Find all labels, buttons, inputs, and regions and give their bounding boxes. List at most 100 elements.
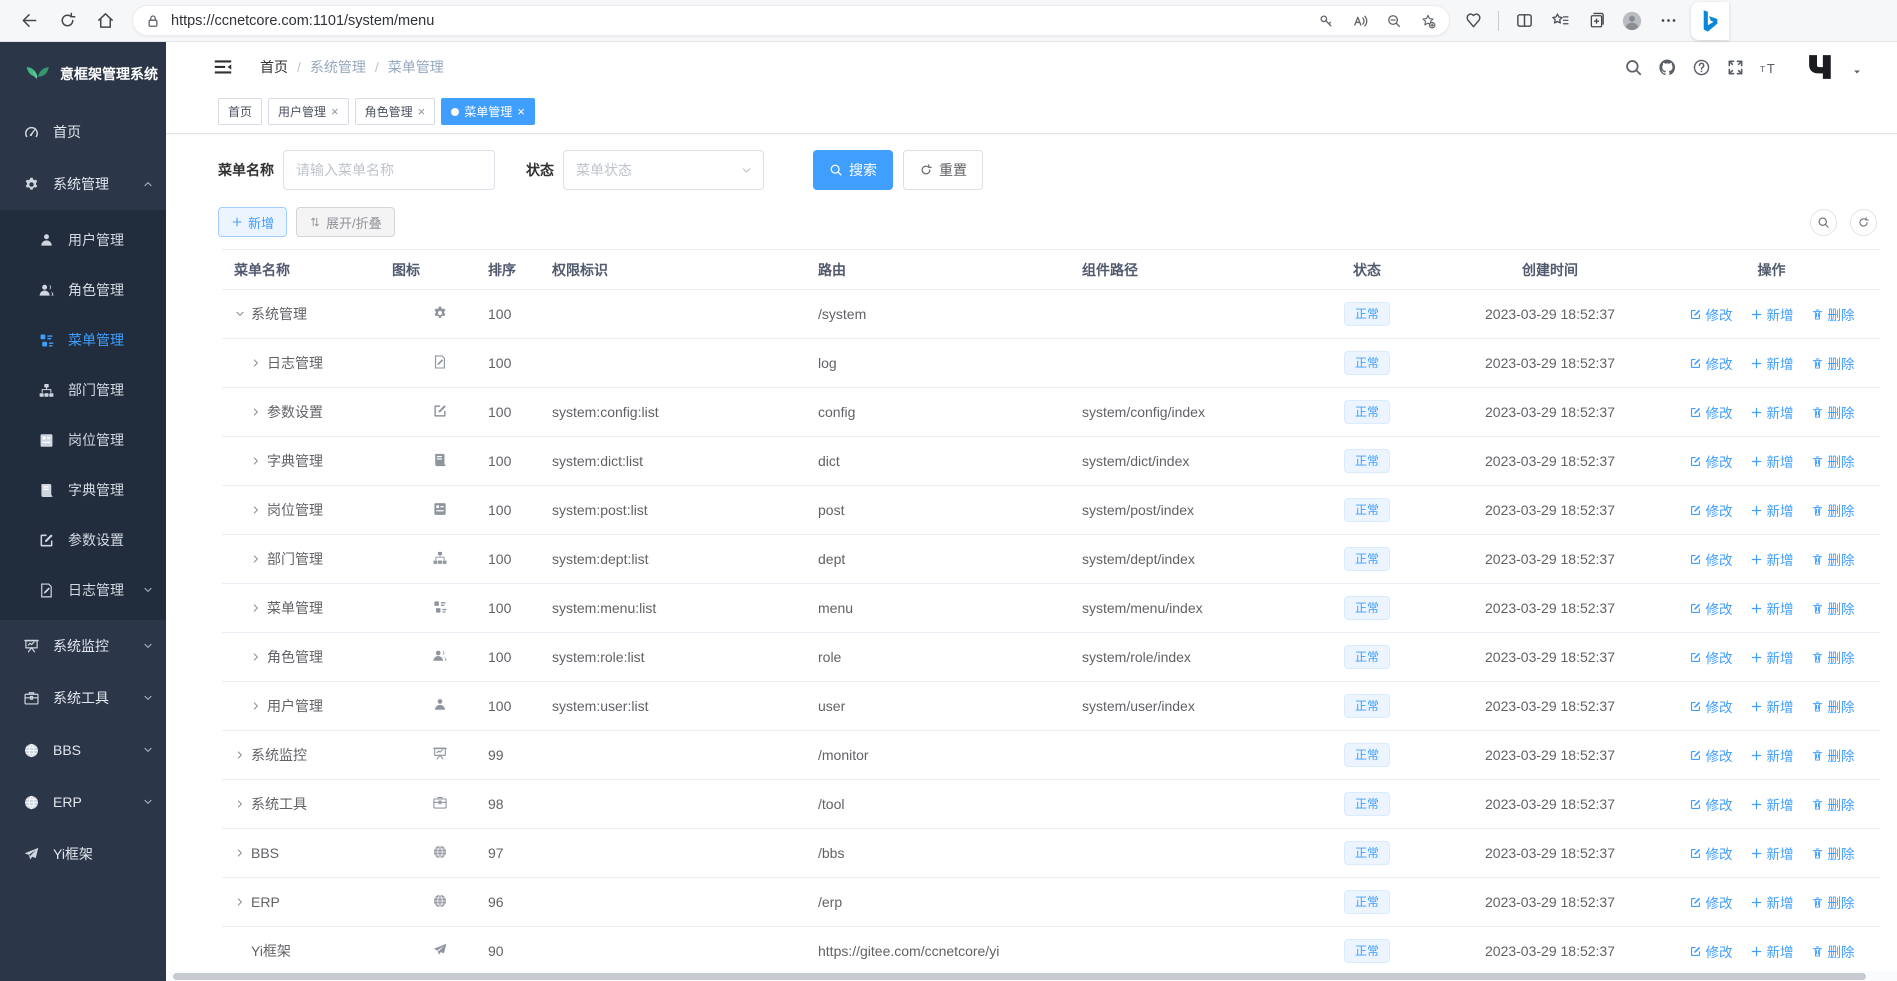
tab-首页[interactable]: 首页 bbox=[218, 98, 263, 125]
add-row-button[interactable]: 新增 bbox=[1750, 843, 1794, 863]
row-expand-icon[interactable] bbox=[234, 308, 246, 320]
favorites-bar-button[interactable] bbox=[1543, 5, 1577, 37]
show-search-button[interactable] bbox=[1810, 208, 1837, 236]
edit-row-button[interactable]: 修改 bbox=[1689, 451, 1733, 471]
breadcrumb-item[interactable]: 首页 bbox=[260, 59, 288, 75]
delete-row-button[interactable]: 删除 bbox=[1811, 402, 1855, 422]
row-expand-icon[interactable] bbox=[250, 504, 262, 516]
add-row-button[interactable]: 新增 bbox=[1750, 647, 1794, 667]
scrollbar-thumb[interactable] bbox=[173, 973, 1866, 980]
add-row-button[interactable]: 新增 bbox=[1750, 794, 1794, 814]
row-expand-icon[interactable] bbox=[250, 553, 262, 565]
status-select[interactable]: 菜单状态 bbox=[563, 150, 764, 190]
tab-close-icon[interactable]: × bbox=[517, 104, 525, 119]
address-bar[interactable]: https://ccnetcore.com:1101/system/menu bbox=[132, 5, 1450, 36]
refresh-table-button[interactable] bbox=[1850, 208, 1877, 236]
row-expand-icon[interactable] bbox=[234, 749, 246, 761]
delete-row-button[interactable]: 删除 bbox=[1811, 451, 1855, 471]
edit-row-button[interactable]: 修改 bbox=[1689, 304, 1733, 324]
delete-row-button[interactable]: 删除 bbox=[1811, 941, 1855, 961]
delete-row-button[interactable]: 删除 bbox=[1811, 500, 1855, 520]
add-row-button[interactable]: 新增 bbox=[1750, 500, 1794, 520]
add-row-button[interactable]: 新增 bbox=[1750, 892, 1794, 912]
help-icon[interactable] bbox=[1692, 58, 1711, 77]
delete-row-button[interactable]: 删除 bbox=[1811, 892, 1855, 912]
sidebar-item-部门管理[interactable]: 部门管理 bbox=[0, 365, 166, 415]
profile-avatar-button[interactable] bbox=[1615, 5, 1649, 37]
tab-用户管理[interactable]: 用户管理 × bbox=[268, 98, 349, 125]
sidebar-item-角色管理[interactable]: 角色管理 bbox=[0, 265, 166, 315]
reset-button[interactable]: 重置 bbox=[903, 150, 983, 190]
essentials-button[interactable] bbox=[1456, 5, 1490, 37]
sidebar-item-系统监控[interactable]: 系统监控 bbox=[0, 620, 166, 672]
add-row-button[interactable]: 新增 bbox=[1750, 402, 1794, 422]
edit-row-button[interactable]: 修改 bbox=[1689, 353, 1733, 373]
row-expand-icon[interactable] bbox=[250, 651, 262, 663]
edit-row-button[interactable]: 修改 bbox=[1689, 549, 1733, 569]
edit-row-button[interactable]: 修改 bbox=[1689, 598, 1733, 618]
key-button[interactable] bbox=[1311, 7, 1341, 35]
delete-row-button[interactable]: 删除 bbox=[1811, 304, 1855, 324]
search-icon[interactable] bbox=[1624, 58, 1643, 77]
row-expand-icon[interactable] bbox=[234, 896, 246, 908]
sidebar-item-日志管理[interactable]: 日志管理 bbox=[0, 565, 166, 615]
sidebar-item-菜单管理[interactable]: 菜单管理 bbox=[0, 315, 166, 365]
row-expand-icon[interactable] bbox=[250, 455, 262, 467]
sidebar-item-系统管理[interactable]: 系统管理 bbox=[0, 158, 166, 210]
delete-row-button[interactable]: 删除 bbox=[1811, 598, 1855, 618]
collections-button[interactable] bbox=[1579, 5, 1613, 37]
edit-row-button[interactable]: 修改 bbox=[1689, 794, 1733, 814]
read-aloud-button[interactable] bbox=[1345, 7, 1375, 35]
fullscreen-icon[interactable] bbox=[1726, 58, 1745, 77]
row-expand-icon[interactable] bbox=[234, 798, 246, 810]
edit-row-button[interactable]: 修改 bbox=[1689, 696, 1733, 716]
yi-logo[interactable] bbox=[1806, 52, 1836, 82]
tab-close-icon[interactable]: × bbox=[331, 104, 339, 119]
search-button[interactable]: 搜索 bbox=[813, 150, 893, 190]
edit-row-button[interactable]: 修改 bbox=[1689, 402, 1733, 422]
sidebar-item-BBS[interactable]: BBS bbox=[0, 724, 166, 776]
app-logo[interactable]: 意框架管理系统 bbox=[0, 42, 166, 106]
delete-row-button[interactable]: 删除 bbox=[1811, 647, 1855, 667]
add-row-button[interactable]: 新增 bbox=[1750, 745, 1794, 765]
delete-row-button[interactable]: 删除 bbox=[1811, 794, 1855, 814]
breadcrumb-item[interactable]: 菜单管理 bbox=[387, 59, 444, 75]
add-row-button[interactable]: 新增 bbox=[1750, 598, 1794, 618]
edit-row-button[interactable]: 修改 bbox=[1689, 843, 1733, 863]
expand-collapse-button[interactable]: 展开/折叠 bbox=[296, 207, 395, 237]
zoom-out-button[interactable] bbox=[1379, 7, 1409, 35]
more-button[interactable] bbox=[1651, 5, 1685, 37]
tab-角色管理[interactable]: 角色管理 × bbox=[354, 98, 436, 125]
add-button[interactable]: 新增 bbox=[218, 207, 288, 237]
row-expand-icon[interactable] bbox=[250, 357, 262, 369]
edit-row-button[interactable]: 修改 bbox=[1689, 500, 1733, 520]
delete-row-button[interactable]: 删除 bbox=[1811, 696, 1855, 716]
sidebar-item-用户管理[interactable]: 用户管理 bbox=[0, 215, 166, 265]
edit-row-button[interactable]: 修改 bbox=[1689, 647, 1733, 667]
row-expand-icon[interactable] bbox=[250, 602, 262, 614]
sidebar-item-Yi框架[interactable]: Yi框架 bbox=[0, 828, 166, 880]
sidebar-item-ERP[interactable]: ERP bbox=[0, 776, 166, 828]
split-screen-button[interactable] bbox=[1507, 5, 1541, 37]
favorite-add-button[interactable] bbox=[1413, 7, 1443, 35]
tab-close-icon[interactable]: × bbox=[417, 104, 426, 119]
caret-down-icon[interactable] bbox=[1851, 66, 1863, 78]
delete-row-button[interactable]: 删除 bbox=[1811, 843, 1855, 863]
add-row-button[interactable]: 新增 bbox=[1750, 304, 1794, 324]
tab-菜单管理[interactable]: 菜单管理 × bbox=[441, 98, 535, 125]
row-expand-icon[interactable] bbox=[234, 847, 246, 859]
add-row-button[interactable]: 新增 bbox=[1750, 353, 1794, 373]
edit-row-button[interactable]: 修改 bbox=[1689, 745, 1733, 765]
bing-sidebar-button[interactable] bbox=[1691, 1, 1729, 40]
sidebar-item-岗位管理[interactable]: 岗位管理 bbox=[0, 415, 166, 465]
sidebar-toggle-icon[interactable] bbox=[212, 56, 234, 78]
delete-row-button[interactable]: 删除 bbox=[1811, 353, 1855, 373]
sidebar-item-首页[interactable]: 首页 bbox=[0, 106, 166, 158]
refresh-button[interactable] bbox=[50, 5, 84, 37]
edit-row-button[interactable]: 修改 bbox=[1689, 941, 1733, 961]
sidebar-item-字典管理[interactable]: 字典管理 bbox=[0, 465, 166, 515]
github-icon[interactable] bbox=[1658, 58, 1677, 77]
delete-row-button[interactable]: 删除 bbox=[1811, 745, 1855, 765]
breadcrumb-item[interactable]: 系统管理 bbox=[309, 59, 366, 75]
